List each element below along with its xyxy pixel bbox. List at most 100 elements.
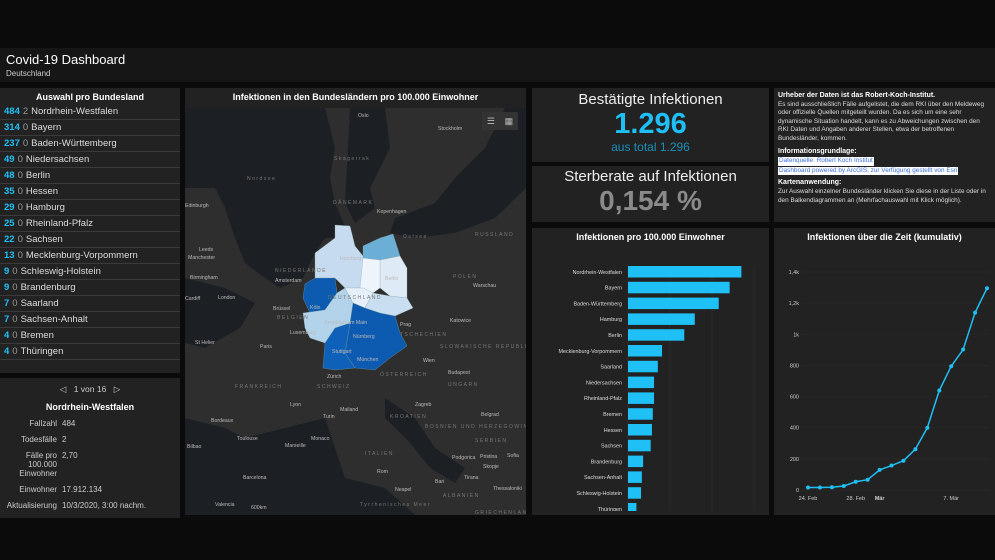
state-name: Hessen <box>25 186 59 197</box>
map-title: Infektionen in den Bundesländern pro 100… <box>185 88 526 104</box>
data-point[interactable] <box>853 479 858 484</box>
list-item[interactable]: 237 0 Baden-Württemberg <box>0 136 180 152</box>
confirmed-infections-panel: Bestätigte Infektionen 1.296 aus total 1… <box>532 88 769 162</box>
state-name: Niedersachsen <box>25 154 90 165</box>
map-view[interactable]: Oslo Stockholm Skagerrak Nordsee Edinburgh Ko… <box>185 108 526 515</box>
bar-label[interactable]: Brandenburg <box>591 459 622 465</box>
bar[interactable] <box>628 376 655 389</box>
case-count: 48 <box>4 170 15 181</box>
list-item[interactable]: 9 0 Schleswig-Holstein <box>0 264 180 280</box>
list-item[interactable]: 4 0 Thüringen <box>0 344 180 360</box>
infections-value: 1.296 <box>614 108 687 140</box>
list-item[interactable]: 25 0 Rheinland-Pfalz <box>0 216 180 232</box>
case-count: 9 <box>4 266 10 277</box>
y-tick-label: 1,2k <box>789 301 800 307</box>
bar-label[interactable]: Baden-Württemberg <box>573 301 622 307</box>
previous-icon[interactable]: ◁ <box>59 384 67 394</box>
map-label: Pristina <box>480 454 498 460</box>
data-point[interactable] <box>961 347 966 352</box>
list-item[interactable]: 35 0 Hessen <box>0 184 180 200</box>
bar-label[interactable]: Nordrhein-Westfalen <box>573 270 622 276</box>
map-label: Mailand <box>340 407 359 413</box>
bar[interactable] <box>628 329 685 341</box>
bar[interactable] <box>628 345 663 357</box>
map-label: Hamburg <box>340 256 362 262</box>
x-tick-label: 24. Feb <box>799 496 818 502</box>
bar-label[interactable]: Sachsen-Anhalt <box>584 475 623 481</box>
data-point[interactable] <box>829 485 834 490</box>
death-count: 0 <box>17 250 23 261</box>
list-item[interactable]: 48 0 Berlin <box>0 168 180 184</box>
rki-link[interactable]: Datenquelle: Robert Koch Institut <box>778 157 874 166</box>
next-icon[interactable]: ▷ <box>113 384 121 394</box>
bar-label[interactable]: Mecklenburg-Vorpommern <box>558 349 622 355</box>
bar-label[interactable]: Bayern <box>605 286 622 292</box>
data-point[interactable] <box>817 485 822 490</box>
bar-label[interactable]: Berlin <box>608 333 622 339</box>
bar[interactable] <box>628 424 652 436</box>
line-chart-title: Infektionen über die Zeit (kumulativ) <box>807 232 962 242</box>
map-label: Tyrrhenisches Meer <box>360 502 431 508</box>
bar-label[interactable]: Niedersachsen <box>586 380 622 386</box>
bar[interactable] <box>628 471 642 483</box>
bar[interactable] <box>628 503 637 515</box>
bar[interactable] <box>628 297 719 310</box>
bar[interactable] <box>628 487 642 499</box>
list-item[interactable]: 4 0 Bremen <box>0 328 180 344</box>
list-item[interactable]: 49 0 Niedersachsen <box>0 152 180 168</box>
list-item[interactable]: 29 0 Hamburg <box>0 200 180 216</box>
map-label: London <box>218 295 236 301</box>
bar-label[interactable]: Thüringen <box>598 507 622 513</box>
data-point[interactable] <box>877 467 882 472</box>
bar-label[interactable]: Sachsen <box>601 444 622 450</box>
bar-label[interactable]: Hamburg <box>600 317 622 323</box>
list-item[interactable]: 13 0 Mecklenburg-Vorpommern <box>0 248 180 264</box>
bar[interactable] <box>628 455 644 468</box>
list-item[interactable]: 7 0 Saarland <box>0 296 180 312</box>
death-count: 0 <box>17 234 23 245</box>
bar-label[interactable]: Hessen <box>604 428 622 434</box>
map-label: Monaco <box>311 436 330 442</box>
list-item[interactable]: 22 0 Sachsen <box>0 232 180 248</box>
bar-label[interactable]: Schleswig-Holstein <box>576 491 622 497</box>
info-panel: Urheber der Daten ist das Robert-Koch-In… <box>774 88 995 222</box>
data-point[interactable] <box>973 310 978 315</box>
list-item[interactable]: 484 2 Nordrhein-Westfalen <box>0 104 180 120</box>
bar[interactable] <box>628 439 651 452</box>
map-panel: Infektionen in den Bundesländern pro 100… <box>185 88 526 515</box>
state-name: Berlin <box>25 170 51 181</box>
state-name: Baden-Württemberg <box>31 138 117 149</box>
bar-label[interactable]: Rheinland-Pfalz <box>584 396 622 402</box>
data-point[interactable] <box>901 458 906 463</box>
data-point[interactable] <box>913 447 918 452</box>
bar[interactable] <box>628 281 730 294</box>
map-label: Katowice <box>450 318 472 324</box>
legend-icon[interactable]: ☰ <box>486 115 495 126</box>
bar[interactable] <box>628 313 695 325</box>
bar[interactable] <box>628 408 653 420</box>
list-item[interactable]: 7 0 Sachsen-Anhalt <box>0 312 180 328</box>
basemap-gallery-icon[interactable]: ▦ <box>504 115 514 126</box>
map-label: SLOWAKISCHE REPUBLIK <box>440 344 526 350</box>
esri-link[interactable]: Dashboard powered by ArcGIS, zur Verfügu… <box>778 166 959 176</box>
list-item[interactable]: 314 0 Bayern <box>0 120 180 136</box>
bar[interactable] <box>628 392 655 404</box>
bar-label[interactable]: Bremen <box>603 412 622 418</box>
data-point[interactable] <box>889 463 894 468</box>
detail-value: 484 <box>62 419 76 428</box>
data-point[interactable] <box>937 388 942 393</box>
data-point[interactable] <box>865 477 870 482</box>
data-point[interactable] <box>841 483 846 488</box>
map-label: Frankfurt am Main <box>325 320 368 326</box>
bar-label[interactable]: Saarland <box>600 365 622 371</box>
list-item[interactable]: 9 0 Brandenburg <box>0 280 180 296</box>
map-label: ALBANIEN <box>443 493 480 499</box>
data-point[interactable] <box>925 425 930 430</box>
bar[interactable] <box>628 266 742 278</box>
data-point[interactable] <box>806 485 810 490</box>
bar[interactable] <box>628 360 658 373</box>
data-point[interactable] <box>985 286 989 291</box>
data-point[interactable] <box>949 364 954 369</box>
infections-total: aus total 1.296 <box>611 140 690 154</box>
y-tick-label: 600 <box>790 395 799 401</box>
